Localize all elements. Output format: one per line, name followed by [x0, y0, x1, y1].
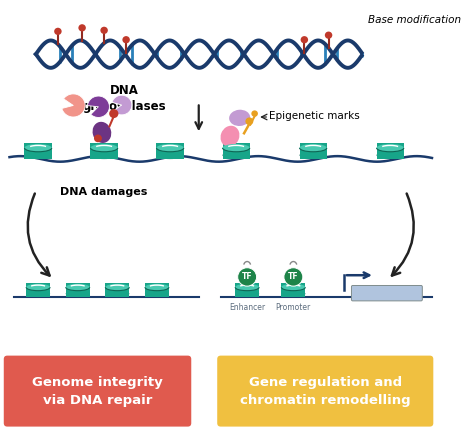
Bar	[300, 143, 327, 159]
Text: Gene regulation and
chromatin remodelling: Gene regulation and chromatin remodellin…	[240, 376, 411, 407]
FancyBboxPatch shape	[4, 356, 191, 426]
Circle shape	[301, 36, 308, 43]
Text: Enhancer: Enhancer	[229, 302, 265, 311]
Circle shape	[94, 135, 102, 142]
Ellipse shape	[235, 290, 259, 297]
Ellipse shape	[91, 151, 118, 159]
Bar	[26, 283, 50, 297]
Circle shape	[109, 109, 118, 118]
Ellipse shape	[145, 284, 169, 291]
Text: DNA damages: DNA damages	[60, 187, 148, 197]
Ellipse shape	[235, 284, 259, 291]
Bar	[25, 143, 52, 159]
Ellipse shape	[92, 122, 111, 143]
Circle shape	[54, 28, 62, 35]
Ellipse shape	[25, 144, 52, 152]
Ellipse shape	[105, 284, 129, 291]
Wedge shape	[62, 94, 85, 117]
Bar	[156, 143, 184, 159]
Ellipse shape	[26, 290, 50, 297]
Text: DNA
glycosylases: DNA glycosylases	[82, 84, 166, 113]
Ellipse shape	[66, 290, 90, 297]
Circle shape	[237, 268, 256, 286]
Ellipse shape	[145, 290, 169, 297]
Ellipse shape	[376, 151, 404, 159]
Text: TF: TF	[288, 272, 299, 281]
Ellipse shape	[91, 144, 118, 152]
Ellipse shape	[282, 290, 305, 297]
Ellipse shape	[156, 144, 184, 152]
Circle shape	[325, 32, 332, 39]
Ellipse shape	[25, 151, 52, 159]
Wedge shape	[112, 95, 132, 115]
Text: TF: TF	[242, 272, 253, 281]
FancyBboxPatch shape	[217, 356, 433, 426]
Text: Epigenetic marks: Epigenetic marks	[269, 111, 360, 121]
Ellipse shape	[26, 284, 50, 291]
Circle shape	[284, 268, 303, 286]
Text: Promoter: Promoter	[276, 302, 311, 311]
Ellipse shape	[229, 110, 250, 126]
Bar	[105, 283, 129, 297]
Bar	[376, 143, 404, 159]
Ellipse shape	[300, 144, 327, 152]
Bar	[222, 143, 250, 159]
Ellipse shape	[220, 126, 239, 147]
Circle shape	[100, 27, 108, 34]
Ellipse shape	[222, 151, 250, 159]
Circle shape	[78, 24, 86, 31]
Ellipse shape	[156, 151, 184, 159]
Ellipse shape	[282, 284, 305, 291]
Wedge shape	[88, 96, 109, 118]
Ellipse shape	[222, 144, 250, 152]
Ellipse shape	[300, 151, 327, 159]
Ellipse shape	[66, 284, 90, 291]
Bar	[145, 283, 169, 297]
Bar	[91, 143, 118, 159]
Circle shape	[122, 36, 130, 43]
FancyBboxPatch shape	[351, 285, 422, 301]
Ellipse shape	[376, 144, 404, 152]
Bar	[235, 283, 259, 297]
Circle shape	[246, 118, 253, 125]
Text: Genome integrity
via DNA repair: Genome integrity via DNA repair	[32, 376, 163, 407]
Bar	[282, 283, 305, 297]
Circle shape	[251, 110, 258, 117]
Text: Base modification: Base modification	[368, 15, 461, 25]
Bar	[66, 283, 90, 297]
Ellipse shape	[105, 290, 129, 297]
